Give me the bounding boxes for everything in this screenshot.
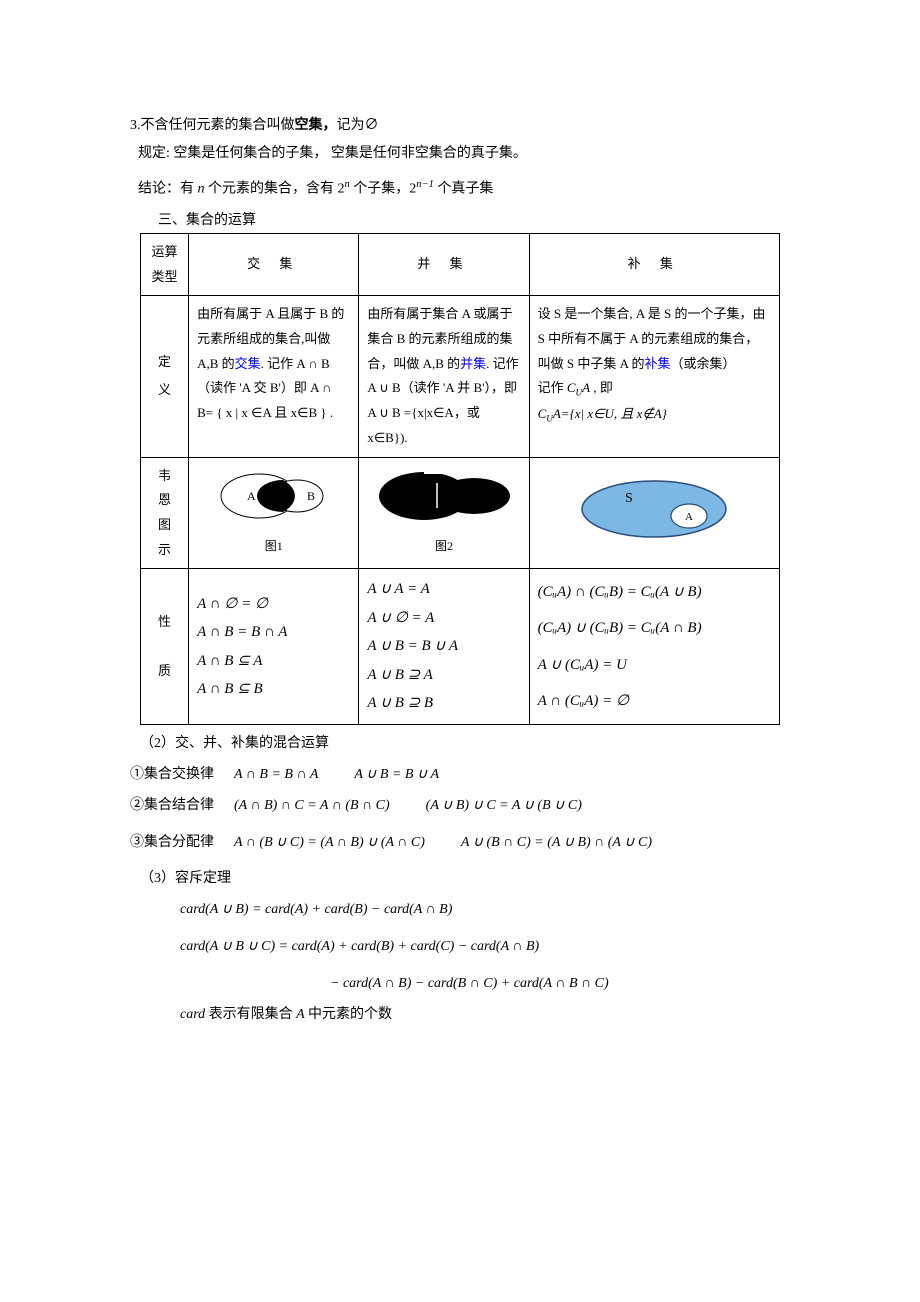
link-complement: 补集 bbox=[645, 356, 671, 371]
after-block: （2）交、并、补集的混合运算 ①集合交换律 A ∩ B = B ∩ A A ∪ B … bbox=[130, 731, 790, 1028]
page: 3.不含任何元素的集合叫做空集，记为∅ 规定: 空集是任何集合的子集， 空集是任… bbox=[0, 0, 920, 1093]
math: CUA bbox=[538, 406, 561, 421]
math: CUA bbox=[567, 380, 590, 395]
svg-text:S: S bbox=[625, 491, 633, 506]
venn-union: 图2 bbox=[359, 457, 529, 569]
math: (A ∪ B) ∪ C = A ∪ (B ∪ C) bbox=[426, 798, 582, 813]
text: 个子集，2 bbox=[350, 181, 417, 196]
intro-p2: 规定: 空集是任何集合的子集， 空集是任何非空集合的真子集。 bbox=[138, 142, 790, 166]
col-head-complement: 补 集 bbox=[529, 234, 779, 296]
math: A ∩ B = B ∩ A bbox=[234, 767, 318, 782]
text: 记为∅ bbox=[337, 118, 379, 133]
text: , 即 bbox=[590, 380, 613, 395]
formula: (CᵤA) ∩ (CᵤB) = Cᵤ(A ∪ B) bbox=[538, 578, 771, 607]
math: A ∪ B = B ∪ A bbox=[354, 767, 439, 782]
text: A bbox=[296, 1007, 308, 1022]
formula: A ∩ B ⊆ A bbox=[197, 647, 350, 676]
svg-text:B: B bbox=[307, 489, 315, 503]
heading-2: （2）交、并、补集的混合运算 bbox=[140, 731, 790, 756]
row-def-label: 定 义 bbox=[141, 296, 189, 457]
venn-intersection-svg: A B bbox=[209, 468, 339, 524]
prop-intersection: A ∩ ∅ = ∅ A ∩ B = B ∩ A A ∩ B ⊆ A A ∩ B … bbox=[189, 569, 359, 725]
law-commutative: ①集合交换律 A ∩ B = B ∩ A A ∪ B = B ∪ A bbox=[130, 762, 790, 787]
formula: A ∪ B ⊇ B bbox=[367, 689, 520, 718]
text: 性 质 bbox=[158, 614, 171, 678]
text-bold: 空集， bbox=[295, 118, 337, 133]
text: 中元素的个数 bbox=[308, 1007, 392, 1022]
table-row: 运算 类型 交 集 并 集 补 集 bbox=[141, 234, 780, 296]
text: 运算 类型 bbox=[152, 244, 178, 284]
link-intersection: 交集 bbox=[235, 356, 261, 371]
exp: n−1 bbox=[416, 179, 434, 190]
col-head-intersection: 交 集 bbox=[189, 234, 359, 296]
text: 个元素的集合，含有 2 bbox=[205, 181, 345, 196]
math: A ∪ (B ∩ C) = (A ∪ B) ∩ (A ∪ C) bbox=[461, 835, 652, 850]
text: ={x| x∈U, 且 x∉A} bbox=[561, 406, 667, 421]
text: 3.不含任何元素的集合叫做 bbox=[130, 118, 295, 133]
def-complement: 设 S 是一个集合, A 是 S 的一个子集，由 S 中所有不属于 A 的元素组… bbox=[529, 296, 779, 457]
svg-text:A: A bbox=[685, 511, 693, 523]
text: 韦 恩 图 示 bbox=[158, 468, 171, 557]
table-row: 定 义 由所有属于 A 且属于 B 的元素所组成的集合,叫做 A,B 的交集. … bbox=[141, 296, 780, 457]
caption: 图2 bbox=[363, 535, 524, 558]
venn-complement-svg: S A bbox=[569, 476, 739, 542]
text: ②集合结合律 bbox=[130, 798, 214, 813]
venn-intersection: A B 图1 bbox=[189, 457, 359, 569]
intro-block: 3.不含任何元素的集合叫做空集，记为∅ 规定: 空集是任何集合的子集， 空集是任… bbox=[130, 114, 790, 201]
col-head-union: 并 集 bbox=[359, 234, 529, 296]
heading-3: （3）容斥定理 bbox=[140, 866, 790, 891]
card-note: card 表示有限集合 A 中元素的个数 bbox=[180, 1002, 790, 1027]
row-venn-label: 韦 恩 图 示 bbox=[141, 457, 189, 569]
formula: A ∪ B = B ∪ A bbox=[367, 632, 520, 661]
math: A ∩ (B ∪ C) = (A ∩ B) ∪ (A ∩ C) bbox=[234, 835, 425, 850]
law-associative: ②集合结合律 (A ∩ B) ∩ C = A ∩ (B ∩ C) (A ∪ B) ∪… bbox=[130, 793, 790, 818]
formula: A ∩ ∅ = ∅ bbox=[197, 590, 350, 619]
text: 定 义 bbox=[158, 354, 171, 398]
def-union: 由所有属于集合 A 或属于集合 B 的元素所组成的集合，叫做 A,B 的并集. … bbox=[359, 296, 529, 457]
venn-union-svg bbox=[369, 468, 519, 524]
def-intersection: 由所有属于 A 且属于 B 的元素所组成的集合,叫做 A,B 的交集. 记作 A… bbox=[189, 296, 359, 457]
text: 结论：有 bbox=[138, 181, 198, 196]
formula: A ∩ B = B ∩ A bbox=[197, 618, 350, 647]
text: card bbox=[180, 1007, 209, 1022]
text: 表示有限集合 bbox=[209, 1007, 297, 1022]
text: 个真子集 bbox=[434, 181, 494, 196]
text: ①集合交换律 bbox=[130, 767, 214, 782]
link-union: 并集 bbox=[460, 356, 486, 371]
inclusion-exclusion-2: card(A ∪ B ∪ C) = card(A) + card(B) + ca… bbox=[180, 934, 790, 959]
section-title: 三、集合的运算 bbox=[158, 209, 790, 229]
text: （或余集） bbox=[671, 356, 736, 371]
formula: A ∪ (CᵤA) = U bbox=[538, 651, 771, 680]
row-type-label: 运算 类型 bbox=[141, 234, 189, 296]
svg-text:A: A bbox=[247, 489, 256, 503]
intro-p1: 3.不含任何元素的集合叫做空集，记为∅ bbox=[130, 114, 790, 138]
venn-complement: S A bbox=[529, 457, 779, 569]
inclusion-exclusion-3: − card(A ∩ B) − card(B ∩ C) + card(A ∩ B… bbox=[330, 971, 790, 996]
formula: A ∩ (CᵤA) = ∅ bbox=[538, 687, 771, 716]
formula: A ∪ ∅ = A bbox=[367, 604, 520, 633]
var-n: n bbox=[198, 181, 205, 196]
caption: 图1 bbox=[193, 535, 354, 558]
text: ③集合分配律 bbox=[130, 835, 214, 850]
formula: (CᵤA) ∪ (CᵤB) = Cᵤ(A ∩ B) bbox=[538, 614, 771, 643]
inclusion-exclusion-1: card(A ∪ B) = card(A) + card(B) − card(A… bbox=[180, 897, 790, 922]
law-distributive: ③集合分配律 A ∩ (B ∪ C) = (A ∩ B) ∪ (A ∩ C) A ∪… bbox=[130, 830, 790, 855]
intro-p3: 结论：有 n 个元素的集合，含有 2n 个子集，2n−1 个真子集 bbox=[138, 176, 790, 201]
formula: A ∩ B ⊆ B bbox=[197, 675, 350, 704]
prop-union: A ∪ A = A A ∪ ∅ = A A ∪ B = B ∪ A A ∪ B … bbox=[359, 569, 529, 725]
math: (A ∩ B) ∩ C = A ∩ (B ∩ C) bbox=[234, 798, 390, 813]
formula: A ∪ A = A bbox=[367, 575, 520, 604]
formula: A ∪ B ⊇ A bbox=[367, 661, 520, 690]
table-row: 韦 恩 图 示 A B 图1 图2 bbox=[141, 457, 780, 569]
row-prop-label: 性 质 bbox=[141, 569, 189, 725]
table-row: 性 质 A ∩ ∅ = ∅ A ∩ B = B ∩ A A ∩ B ⊆ A A … bbox=[141, 569, 780, 725]
prop-complement: (CᵤA) ∩ (CᵤB) = Cᵤ(A ∪ B) (CᵤA) ∪ (CᵤB) … bbox=[529, 569, 779, 725]
text: 记作 bbox=[538, 380, 567, 395]
operations-table: 运算 类型 交 集 并 集 补 集 定 义 由所有属于 A 且属于 B 的元素所… bbox=[140, 233, 780, 725]
